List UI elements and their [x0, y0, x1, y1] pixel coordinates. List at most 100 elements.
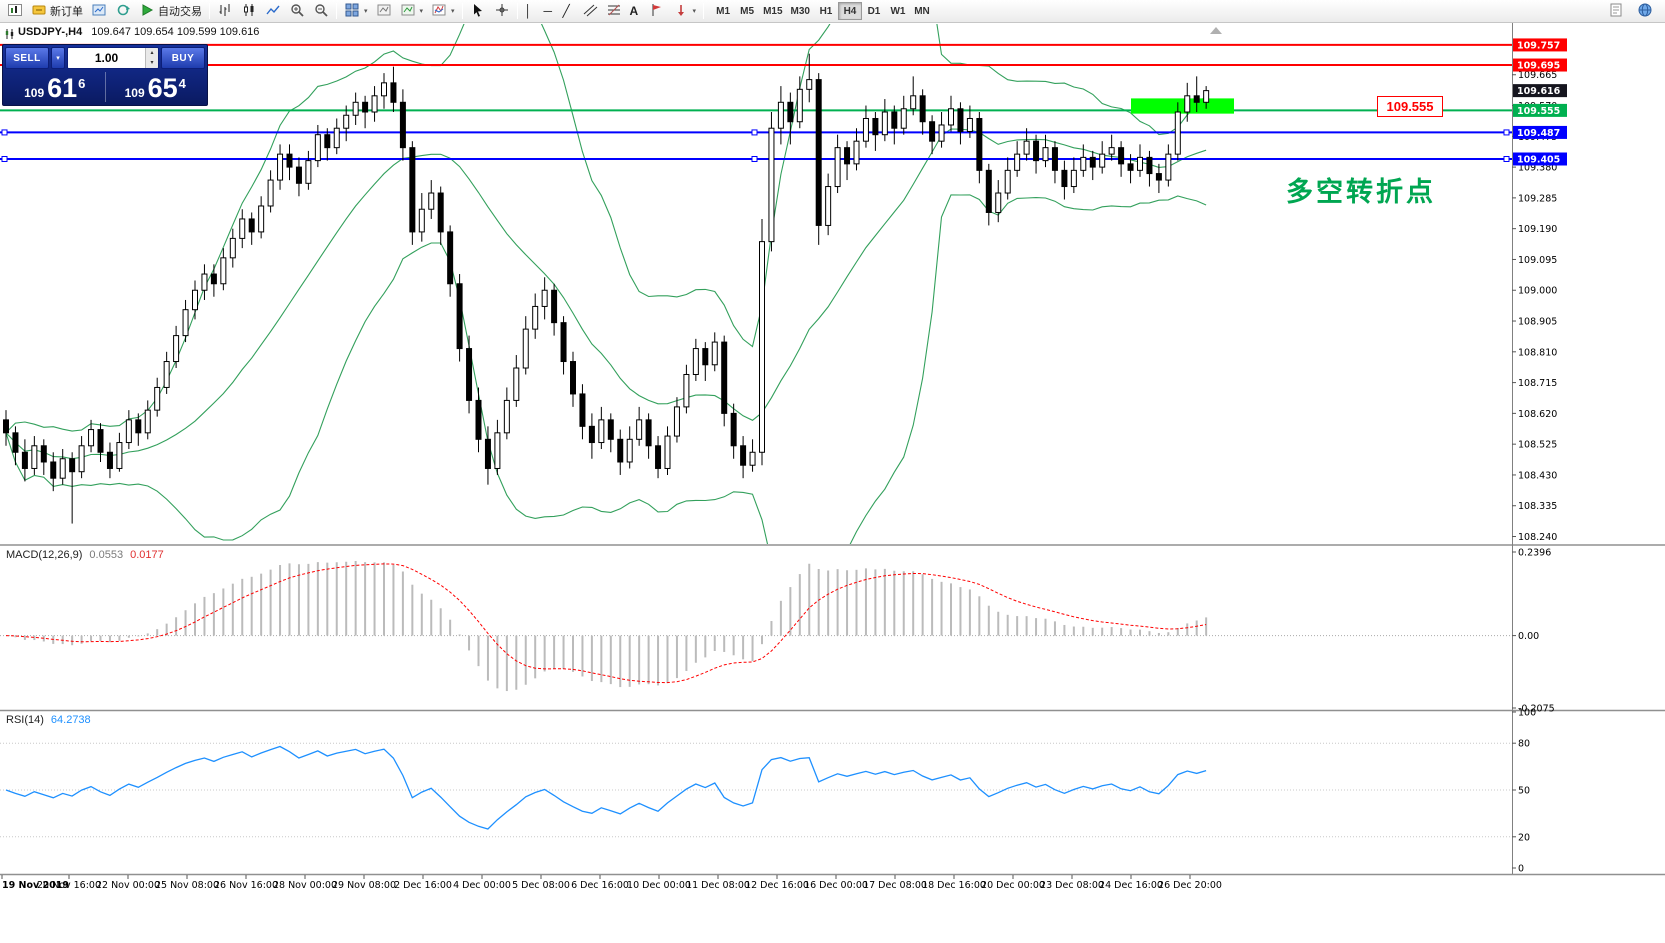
trendline-tool-button[interactable]: ╱	[559, 2, 578, 21]
hlines-layer[interactable]	[0, 43, 1512, 162]
candlestick-chart-type-button[interactable]	[237, 2, 261, 21]
svg-text:108.715: 108.715	[1518, 378, 1557, 389]
chart-shift-marker[interactable]	[1210, 27, 1222, 34]
volume-decrease-button[interactable]: ▾	[146, 58, 158, 68]
timeframe-button-M15[interactable]: M15	[759, 2, 786, 20]
timeframe-button-D1[interactable]: D1	[862, 2, 886, 20]
bar-chart-type-button[interactable]	[213, 2, 237, 21]
timeframe-button-M1[interactable]: M1	[711, 2, 735, 20]
volume-box: ▴ ▾	[67, 47, 159, 69]
arrows-tool-button[interactable]: ▾	[669, 2, 701, 21]
charts-button[interactable]	[87, 2, 111, 21]
auto-trading-button[interactable]: 自动交易	[135, 2, 206, 21]
chart-window-button[interactable]	[3, 2, 27, 21]
panel-separators	[0, 23, 1665, 876]
line-chart-type-button[interactable]	[261, 2, 285, 21]
channel-tool-button[interactable]	[578, 2, 602, 21]
chart-background	[0, 23, 1665, 920]
horizontal-line-icon: ─	[543, 4, 553, 18]
refresh-button[interactable]	[111, 2, 135, 21]
chart-title: USDJPY-,H4 109.647 109.654 109.599 109.6…	[18, 26, 259, 38]
dropdown-caret-icon: ▾	[451, 8, 455, 15]
svg-text:108.905: 108.905	[1518, 317, 1557, 328]
svg-text:6 Dec 16:00: 6 Dec 16:00	[571, 880, 629, 891]
timeframe-group: M1 M5 M15 M30 H1 H4 D1 W1 MN	[711, 2, 934, 20]
profiles-button[interactable]	[372, 2, 396, 21]
svg-text:0.2396: 0.2396	[1518, 548, 1551, 559]
toolbar-separator	[703, 3, 705, 19]
new-order-button[interactable]: 新订单	[27, 2, 87, 21]
charts-icon	[91, 2, 107, 21]
sell-price-big: 61	[47, 72, 78, 103]
macd-layer	[0, 560, 1512, 692]
timeframe-button-M30[interactable]: M30	[787, 2, 814, 20]
rsi-layer	[0, 742, 1512, 838]
buy-price-big: 65	[147, 72, 178, 103]
timeframe-button-W1[interactable]: W1	[886, 2, 910, 20]
fibonacci-tool-button[interactable]	[602, 2, 626, 21]
svg-text:11 Dec 08:00: 11 Dec 08:00	[686, 880, 750, 891]
rsi-value: 64.2738	[50, 714, 91, 726]
timeframe-button-M5[interactable]: M5	[735, 2, 759, 20]
volume-increase-button[interactable]: ▴	[146, 48, 158, 58]
svg-text:109.380: 109.380	[1518, 163, 1557, 174]
crosshair-icon	[494, 2, 510, 21]
zoom-in-button[interactable]	[285, 2, 309, 21]
svg-text:23 Dec 08:00: 23 Dec 08:00	[1040, 880, 1104, 891]
zoom-out-button[interactable]	[309, 2, 333, 21]
svg-text:0.00: 0.00	[1518, 631, 1539, 642]
crosshair-tool-button[interactable]	[490, 2, 514, 21]
cursor-tool-button[interactable]	[466, 2, 490, 21]
dropdown-caret-icon: ▾	[364, 8, 368, 15]
svg-text:26 Dec 20:00: 26 Dec 20:00	[1158, 880, 1222, 891]
buy-button[interactable]: BUY	[161, 47, 205, 69]
chart-canvas[interactable]: 109.665109.570109.475109.380109.285109.1…	[0, 0, 1665, 920]
line-chart-icon	[265, 2, 281, 21]
price-axis[interactable]: 109.665109.570109.475109.380109.285109.1…	[1512, 38, 1567, 543]
templates-button[interactable]: ▾	[396, 2, 428, 21]
svg-text:17 Dec 08:00: 17 Dec 08:00	[863, 880, 927, 891]
toolbar-right-group	[1604, 2, 1662, 21]
label-tool-button[interactable]	[645, 2, 669, 21]
svg-text:-0.2075: -0.2075	[1518, 704, 1555, 715]
svg-text:5 Dec 08:00: 5 Dec 08:00	[512, 880, 570, 891]
tile-windows-icon	[344, 2, 360, 21]
indicators-button[interactable]: ▾	[427, 2, 459, 21]
horizontal-line-tool-button[interactable]: ─	[540, 2, 559, 21]
sell-price[interactable]: 109 61 6	[5, 73, 105, 101]
chart-window-icon	[7, 2, 23, 21]
dropdown-caret-icon: ▾	[419, 8, 424, 15]
cursor-icon	[470, 2, 486, 21]
svg-text:108.810: 108.810	[1518, 347, 1557, 358]
timeframe-button-H4[interactable]: H4	[837, 2, 862, 20]
svg-text:109.555: 109.555	[1517, 106, 1560, 117]
new-order-icon	[31, 2, 47, 21]
price-label-box[interactable]: 109.555	[1377, 96, 1443, 117]
document-button[interactable]	[1604, 2, 1628, 21]
turning-point-note[interactable]: 多空转折点	[1286, 177, 1436, 207]
volume-input[interactable]	[68, 48, 145, 68]
text-tool-button[interactable]: A	[626, 2, 645, 21]
vertical-line-tool-button[interactable]: │	[521, 2, 540, 21]
community-button[interactable]	[1633, 2, 1657, 21]
svg-text:20 Dec 00:00: 20 Dec 00:00	[981, 880, 1045, 891]
timeframe-button-MN[interactable]: MN	[910, 2, 934, 20]
arrow-tool-icon	[673, 2, 689, 21]
svg-text:109.695: 109.695	[1517, 61, 1560, 72]
sell-button[interactable]: SELL	[5, 47, 49, 69]
svg-text:18 Dec 16:00: 18 Dec 16:00	[922, 880, 986, 891]
svg-text:109.757: 109.757	[1517, 40, 1560, 51]
channel-icon	[582, 2, 598, 21]
highlight-rect[interactable]	[1131, 98, 1234, 114]
svg-text:108.430: 108.430	[1518, 470, 1557, 481]
svg-text:100: 100	[1518, 708, 1536, 719]
svg-text:109.487: 109.487	[1517, 128, 1560, 139]
rsi-indicator-label: RSI(14) 64.2738	[6, 714, 91, 726]
order-options-caret[interactable]: ▾	[51, 47, 65, 69]
tile-windows-button[interactable]: ▾	[340, 2, 372, 21]
timeframe-button-H1[interactable]: H1	[814, 2, 838, 20]
buy-price[interactable]: 109 65 4	[106, 73, 206, 101]
